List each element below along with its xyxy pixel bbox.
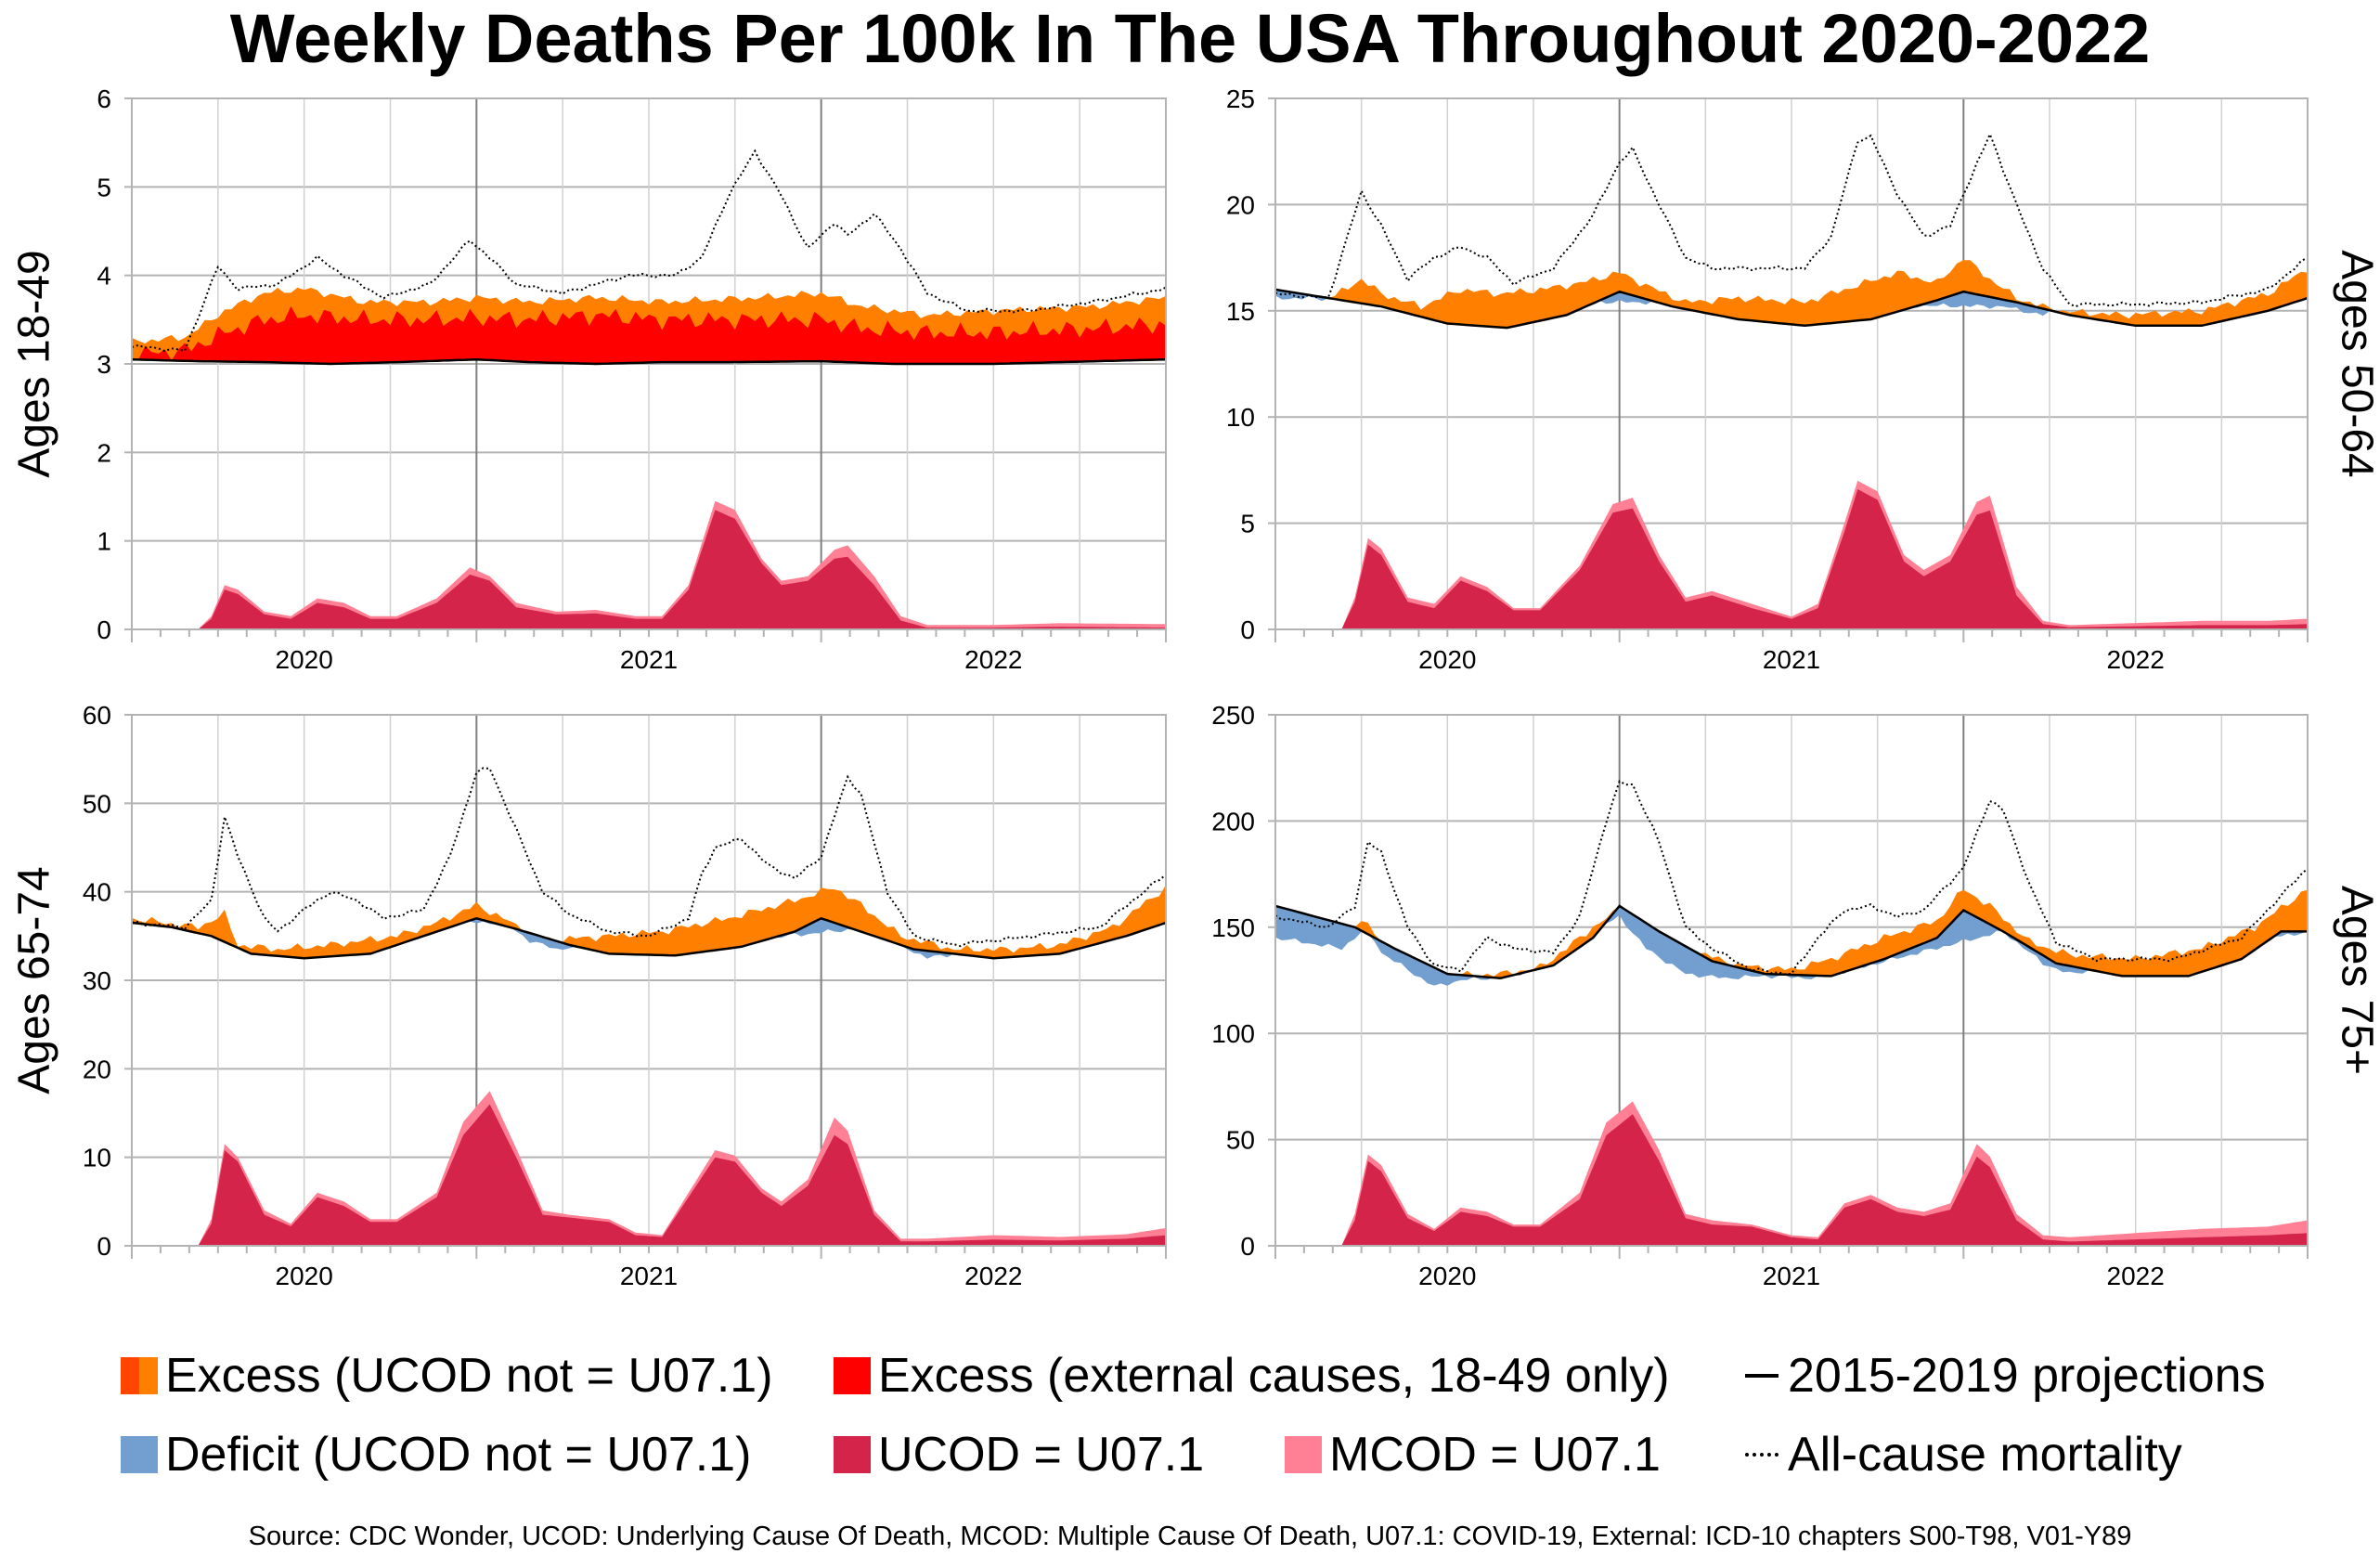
y-tick-label: 40: [83, 878, 111, 907]
legend-item-excess: Excess (UCOD not = U07.1): [121, 1348, 773, 1404]
chart-panel-2: 0 5 10 15 20 25 2020 2021 2022 Ages 50-64: [1226, 84, 2380, 674]
legend-label-projection: 2015-2019 projections: [1788, 1349, 2266, 1403]
y-tick-label: 0: [97, 615, 111, 644]
legend-label-allcause: All-cause mortality: [1788, 1428, 2182, 1482]
panel-age-label: Ages 65-74: [10, 866, 59, 1094]
legend-item-deficit: Deficit (UCOD not = U07.1): [121, 1427, 751, 1483]
x-tick-label: 2022: [964, 645, 1022, 674]
x-tick-label: 2022: [2107, 1262, 2165, 1290]
y-tick-label: 50: [83, 789, 111, 818]
legend-swatch-projection: [1745, 1374, 1779, 1378]
legend-swatch-mcod: [1285, 1436, 1322, 1473]
projection-line: [131, 357, 1167, 366]
legend-label-excess: Excess (UCOD not = U07.1): [165, 1349, 773, 1403]
legend: Excess (UCOD not = U07.1) Excess (extern…: [0, 1327, 2380, 1482]
legend-swatch-excess-light: [139, 1357, 158, 1394]
legend-item-ucod: UCOD = U07.1: [834, 1427, 1204, 1483]
deficit-area: [132, 918, 1166, 959]
panel-age-label: Ages 18-49: [10, 250, 59, 478]
y-tick-label: 2: [97, 438, 111, 467]
legend-item-excess-external: Excess (external causes, 18-49 only): [834, 1348, 1670, 1404]
plot-frame: [1274, 714, 2309, 1247]
chart-panel-1: 0 1 2 3 4 5 6 2020 2021 2022 Ages 18-49: [10, 84, 1167, 674]
y-tick-label: 3: [97, 350, 111, 379]
legend-swatch-allcause: [1745, 1453, 1779, 1457]
x-tick-label: 2021: [1763, 1262, 1820, 1290]
source-note: Source: CDC Wonder, UCOD: Underlying Cau…: [248, 1522, 2132, 1551]
y-tick-label: 100: [1211, 1019, 1255, 1048]
legend-item-projection: 2015-2019 projections: [1745, 1348, 2266, 1404]
legend-label-mcod: MCOD = U07.1: [1329, 1428, 1661, 1482]
projection-line: [1274, 288, 2309, 330]
x-tick-label: 2022: [964, 1262, 1022, 1290]
panel-age-label: Ages 75+: [2332, 886, 2380, 1075]
plot-frame: [1274, 97, 2309, 630]
legend-item-allcause: All-cause mortality: [1745, 1427, 2182, 1483]
x-tick-label: 2020: [1418, 1262, 1476, 1290]
legend-swatch-excess-dark: [121, 1357, 139, 1394]
legend-label-ucod: UCOD = U07.1: [878, 1428, 1205, 1482]
legend-swatch-deficit: [121, 1436, 158, 1473]
x-tick-label: 2021: [1763, 645, 1820, 674]
excess-area: [132, 885, 1166, 959]
x-tick-label: 2020: [276, 1262, 333, 1290]
ucod-area: [132, 510, 1166, 629]
x-tick-label: 2020: [276, 645, 333, 674]
y-tick-label: 10: [83, 1144, 111, 1172]
y-tick-label: 20: [1226, 190, 1255, 219]
x-tick-label: 2020: [1418, 645, 1476, 674]
legend-swatch-ucod: [834, 1436, 871, 1473]
y-tick-label: 30: [83, 966, 111, 995]
projection-line: [131, 916, 1167, 960]
y-tick-label: 60: [83, 701, 111, 730]
y-tick-label: 1: [97, 527, 111, 556]
projection-line: [1274, 904, 2308, 979]
legend-swatch-excess: [121, 1357, 158, 1394]
y-tick-label: 50: [1226, 1126, 1255, 1155]
panel-age-label: Ages 50-64: [2332, 250, 2380, 478]
y-tick-label: 0: [1240, 615, 1255, 644]
y-tick-label: 0: [97, 1232, 111, 1261]
y-tick-label: 0: [1240, 1232, 1255, 1261]
x-tick-label: 2021: [620, 645, 678, 674]
y-tick-label: 5: [1240, 510, 1255, 538]
allcause-line: [1274, 131, 2309, 308]
chart-panel-3: 0 10 20 30 40 50 60 2020 2021 2022 Ages 65-74: [10, 701, 1167, 1290]
excess-area: [1275, 889, 2308, 978]
legend-label-deficit: Deficit (UCOD not = U07.1): [165, 1428, 752, 1482]
y-tick-label: 20: [83, 1055, 111, 1083]
excess-area: [1275, 260, 2308, 329]
legend-label-excess-external: Excess (external causes, 18-49 only): [878, 1349, 1670, 1403]
y-tick-label: 25: [1226, 84, 1255, 113]
y-tick-label: 200: [1211, 807, 1255, 835]
allcause-line: [1274, 780, 2309, 976]
ucod-area: [132, 1104, 1166, 1246]
x-tick-label: 2022: [2107, 645, 2165, 674]
deficit-area: [1275, 905, 2308, 986]
ucod-area: [1275, 1114, 2308, 1246]
y-tick-label: 250: [1211, 701, 1255, 730]
plot-frame: [131, 714, 1167, 1247]
y-tick-label: 150: [1211, 913, 1255, 942]
y-tick-label: 6: [97, 84, 111, 113]
legend-swatch-excess-external: [834, 1357, 871, 1394]
chart-title: Weekly Deaths Per 100k In The USA Throug…: [229, 0, 2151, 77]
plot-frame: [131, 97, 1167, 630]
excess-external-area: [132, 305, 1166, 364]
y-tick-label: 15: [1226, 297, 1255, 326]
chart-panel-4: 0 50 100 150 200 250 2020 2021 2022 Ages 75+: [1211, 701, 2380, 1290]
legend-item-mcod: MCOD = U07.1: [1285, 1427, 1661, 1483]
y-tick-label: 4: [97, 262, 111, 291]
x-tick-label: 2021: [620, 1262, 678, 1290]
y-tick-label: 10: [1226, 403, 1255, 432]
y-tick-label: 5: [97, 173, 111, 201]
ucod-area: [1275, 489, 2308, 629]
